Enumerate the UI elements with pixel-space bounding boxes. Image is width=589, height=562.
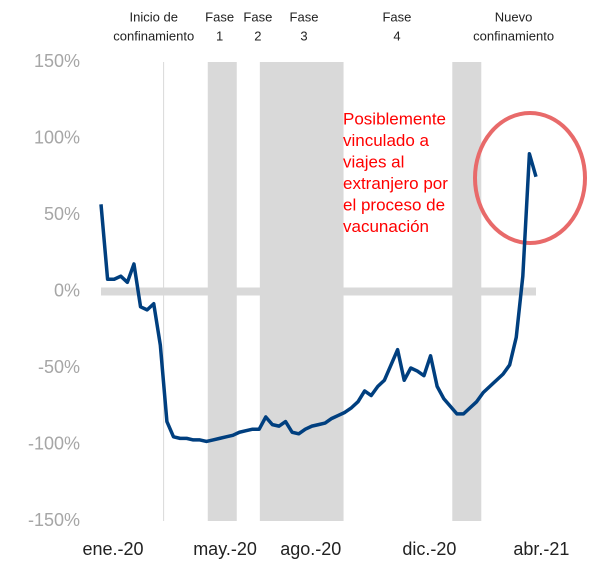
header-label: Inicio de xyxy=(130,9,178,24)
x-tick-label: dic.-20 xyxy=(402,539,456,559)
x-tick-label: ene.-20 xyxy=(82,539,143,559)
highlight-ellipse xyxy=(473,111,587,245)
y-tick-label: 150% xyxy=(34,51,80,71)
header-label: Fase xyxy=(205,9,234,24)
x-tick-label: ago.-20 xyxy=(280,539,341,559)
y-tick-label: -150% xyxy=(28,510,80,530)
header-label: Fase xyxy=(243,9,272,24)
header-label: 1 xyxy=(216,28,223,43)
background xyxy=(101,62,536,521)
annotation: vinculado a xyxy=(343,131,430,150)
header-label: Fase xyxy=(382,9,411,24)
y-tick-label: 50% xyxy=(44,204,80,224)
annotation: el proceso de xyxy=(343,195,445,214)
header-label: 2 xyxy=(254,28,261,43)
header-label: 3 xyxy=(300,28,307,43)
header-label: Fase xyxy=(290,9,319,24)
header-label: 4 xyxy=(393,28,400,43)
annotation: viajes al xyxy=(343,152,404,171)
data-line xyxy=(99,152,538,444)
y-tick-label: -50% xyxy=(38,357,80,377)
header-label: Nuevo xyxy=(495,9,533,24)
annotation: vacunación xyxy=(343,217,429,236)
header-label: confinamiento xyxy=(473,28,554,43)
x-tick-label: abr.-21 xyxy=(513,539,569,559)
x-tick-label: may.-20 xyxy=(193,539,257,559)
y-tick-label: 0% xyxy=(54,280,80,300)
header-label: confinamiento xyxy=(113,28,194,43)
annotation: Posiblemente xyxy=(343,109,446,128)
annotation: extranjero por xyxy=(343,174,448,193)
y-tick-label: 100% xyxy=(34,127,80,147)
y-tick-label: -100% xyxy=(28,433,80,453)
